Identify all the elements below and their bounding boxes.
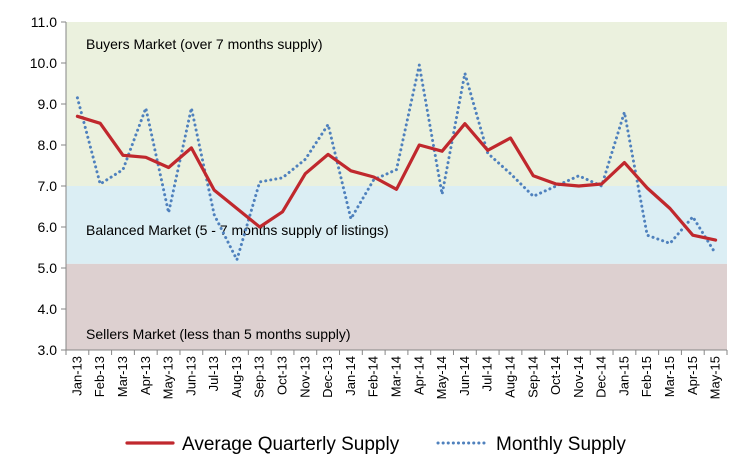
series-line-average-quarterly bbox=[75, 114, 718, 242]
x-tick-label: Jul-14 bbox=[480, 356, 495, 391]
x-tick-label: Sep-13 bbox=[252, 356, 267, 398]
band-label-2: Sellers Market (less than 5 months suppl… bbox=[86, 326, 351, 342]
y-tick-label: 7.0 bbox=[38, 178, 58, 194]
legend-label-0: Average Quarterly Supply bbox=[182, 434, 400, 455]
y-tick-label: 6.0 bbox=[38, 219, 58, 235]
x-tick-label: Sep-14 bbox=[525, 356, 540, 398]
x-tick-label: Nov-13 bbox=[297, 356, 312, 398]
x-tick-label: May-15 bbox=[708, 356, 723, 399]
series-lines bbox=[75, 63, 718, 262]
y-tick-label: 11.0 bbox=[31, 14, 57, 30]
x-tick-label: Jun-14 bbox=[457, 356, 472, 396]
y-tick-label: 8.0 bbox=[38, 137, 58, 153]
band-1 bbox=[66, 186, 727, 264]
x-tick-label: Dec-13 bbox=[320, 356, 335, 398]
x-tick-label: Oct-13 bbox=[275, 356, 290, 395]
x-tick-label: Jan-15 bbox=[616, 356, 631, 396]
x-tick-label: Jan-14 bbox=[343, 356, 358, 396]
y-tick-label: 5.0 bbox=[38, 260, 58, 276]
market-bands bbox=[66, 22, 727, 350]
x-tick-label: Mar-15 bbox=[662, 356, 677, 397]
legend-label-1: Monthly Supply bbox=[496, 434, 626, 455]
y-tick-label: 3.0 bbox=[38, 342, 58, 358]
x-tick-label: Mar-14 bbox=[389, 356, 404, 397]
x-tick-label: Feb-14 bbox=[366, 356, 381, 397]
x-tick-label: Mar-13 bbox=[115, 356, 130, 397]
x-tick-label: Dec-14 bbox=[594, 356, 609, 398]
legend: Average Quarterly Supply Monthly Supply bbox=[125, 434, 626, 455]
x-tick-label: Aug-14 bbox=[502, 356, 517, 398]
x-tick-label: Apr-13 bbox=[138, 356, 153, 395]
y-tick-label: 9.0 bbox=[38, 96, 58, 112]
x-tick-labels: Jan-13 Feb-13 Mar-13 Apr-13 May-13 Jun-13 Jul-… bbox=[65, 350, 728, 399]
x-tick-label: Jun-13 bbox=[183, 356, 198, 396]
x-tick-label: Apr-15 bbox=[685, 356, 700, 395]
x-tick-label: Nov-14 bbox=[571, 356, 586, 398]
x-tick-label: Jul-13 bbox=[206, 356, 221, 391]
x-tick-label: Apr-14 bbox=[411, 356, 426, 395]
x-tick-label: Oct-14 bbox=[548, 356, 563, 395]
x-tick-label: Jan-13 bbox=[69, 356, 84, 396]
y-tick-label: 10.0 bbox=[30, 55, 57, 71]
y-tick-label: 4.0 bbox=[38, 301, 58, 317]
band-labels: Buyers Market (over 7 months supply) Bala… bbox=[86, 36, 389, 342]
x-tick-label: May-14 bbox=[434, 356, 449, 399]
y-tick-labels: 3.0 4.0 5.0 6.0 7.0 8.0 9.0 10.0 11.0 bbox=[30, 14, 66, 358]
x-tick-label: Feb-15 bbox=[639, 356, 654, 397]
series-line-monthly bbox=[75, 63, 718, 262]
x-tick-label: Aug-13 bbox=[229, 356, 244, 398]
band-0 bbox=[66, 22, 727, 186]
band-label-0: Buyers Market (over 7 months supply) bbox=[86, 36, 323, 52]
x-tick-label: Feb-13 bbox=[92, 356, 107, 397]
band-2 bbox=[66, 263, 727, 350]
band-label-1: Balanced Market (5 - 7 months supply of … bbox=[86, 222, 389, 238]
x-tick-label: May-13 bbox=[161, 356, 176, 399]
